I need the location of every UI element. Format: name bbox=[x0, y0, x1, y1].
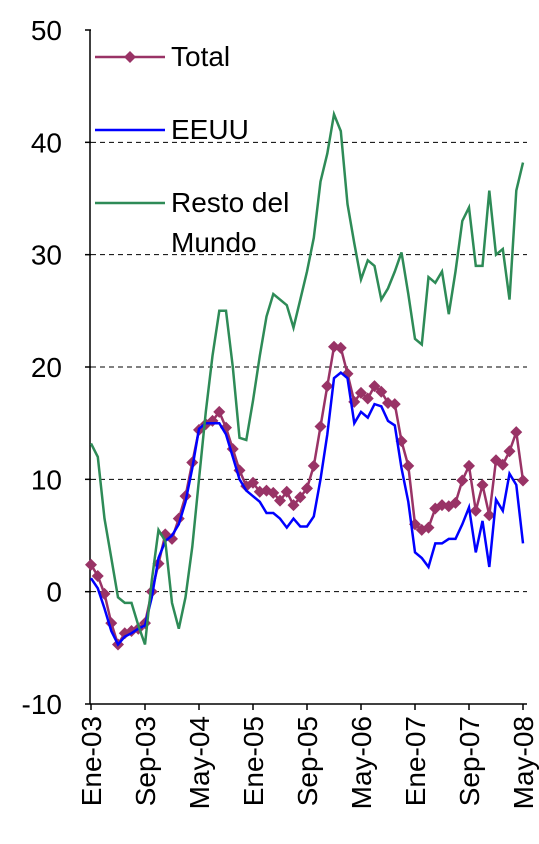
data-point bbox=[267, 486, 280, 499]
legend-label: Total bbox=[171, 41, 231, 72]
legend-label: Resto del Mundo bbox=[171, 187, 290, 258]
x-tick-label: May-08 bbox=[508, 716, 539, 809]
data-point bbox=[314, 420, 327, 433]
series-line bbox=[89, 370, 525, 647]
data-point bbox=[274, 494, 286, 507]
series-line bbox=[89, 345, 525, 648]
x-tick-label: Ene-05 bbox=[238, 716, 269, 806]
data-point bbox=[355, 386, 367, 399]
data-point bbox=[294, 491, 307, 504]
data-point bbox=[91, 569, 104, 582]
data-point bbox=[361, 392, 374, 405]
data-point bbox=[510, 426, 523, 439]
x-tick-label: Ene-07 bbox=[400, 716, 431, 806]
y-tick-label: 0 bbox=[46, 577, 62, 608]
data-point bbox=[517, 474, 529, 487]
data-point bbox=[469, 504, 482, 517]
data-point bbox=[503, 445, 516, 458]
y-tick-label: 40 bbox=[31, 127, 62, 158]
data-point bbox=[280, 485, 293, 498]
data-point bbox=[496, 458, 509, 471]
data-point bbox=[368, 380, 381, 393]
legend-label: EEUU bbox=[171, 114, 249, 145]
data-point bbox=[247, 476, 259, 489]
data-point bbox=[301, 482, 313, 495]
y-tick-label: 50 bbox=[31, 15, 62, 46]
x-tick-label: May-04 bbox=[184, 716, 215, 809]
data-point bbox=[402, 459, 415, 472]
data-point bbox=[456, 474, 469, 487]
data-point bbox=[85, 558, 97, 571]
y-tick-label: 20 bbox=[31, 352, 62, 383]
legend-marker bbox=[124, 51, 136, 63]
y-tick-label: -10 bbox=[22, 689, 62, 720]
x-tick-label: Ene-03 bbox=[76, 716, 107, 806]
data-point bbox=[449, 496, 462, 509]
data-point bbox=[476, 478, 489, 491]
x-tick-label: May-06 bbox=[346, 716, 377, 809]
data-point bbox=[375, 385, 388, 398]
data-point bbox=[463, 459, 475, 472]
x-tick-label: Sep-03 bbox=[130, 716, 161, 806]
series-line bbox=[89, 109, 525, 645]
data-point bbox=[388, 398, 401, 411]
data-point bbox=[321, 380, 334, 393]
y-tick-label: 30 bbox=[31, 240, 62, 271]
data-point bbox=[422, 521, 435, 534]
data-point bbox=[334, 341, 347, 354]
x-tick-label: Sep-07 bbox=[454, 716, 485, 806]
data-point bbox=[287, 499, 300, 512]
data-point bbox=[307, 459, 320, 472]
data-point bbox=[166, 532, 178, 545]
data-point bbox=[483, 509, 496, 522]
y-tick-label: 10 bbox=[31, 464, 62, 495]
x-tick-label: Sep-05 bbox=[292, 716, 323, 806]
data-point bbox=[213, 405, 226, 418]
